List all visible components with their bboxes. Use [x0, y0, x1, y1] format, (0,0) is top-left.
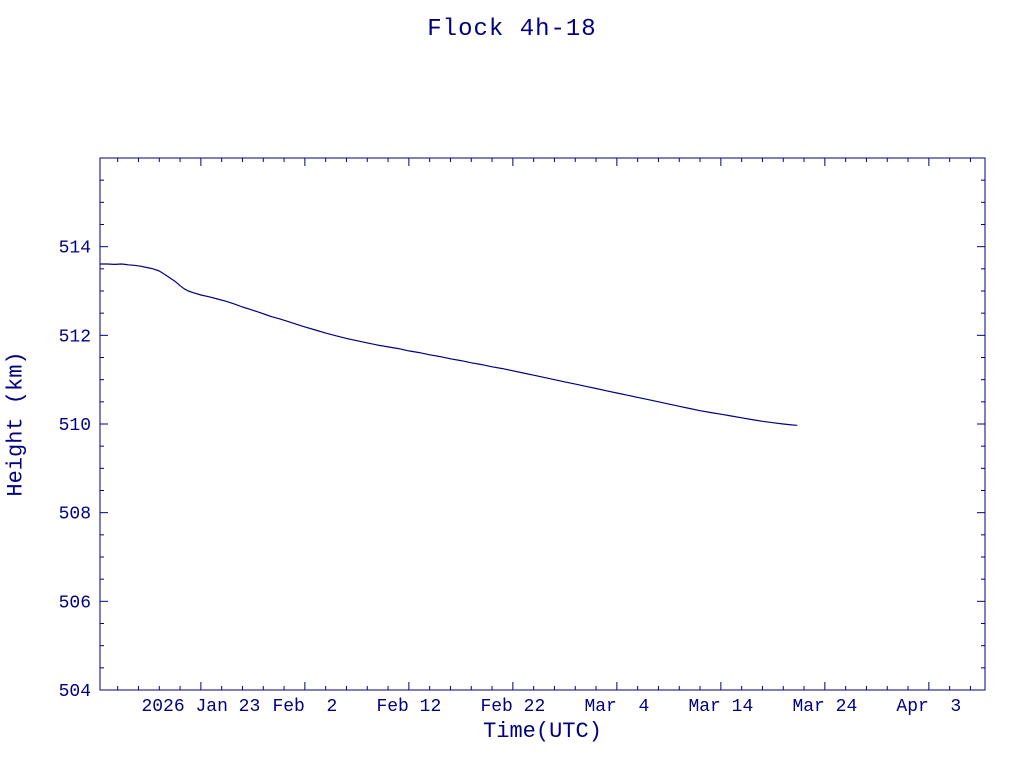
y-tick-label: 508 [59, 505, 91, 525]
y-tick-label: 514 [59, 239, 91, 259]
x-tick-label: Mar 14 [688, 697, 753, 717]
x-tick-label: Apr 3 [896, 697, 961, 717]
x-tick-label: Mar 24 [792, 697, 857, 717]
x-tick-label: 2026 Jan 23 [141, 697, 260, 717]
x-tick-label: Feb 12 [376, 697, 441, 717]
y-tick-label: 510 [59, 416, 91, 436]
y-tick-label: 512 [59, 327, 91, 347]
x-axis-label: Time(UTC) [483, 719, 602, 744]
chart-title: Flock 4h-18 [427, 16, 597, 43]
height-series-line [99, 263, 798, 426]
x-tick-label: Mar 4 [584, 697, 649, 717]
x-tick-label: Feb 22 [480, 697, 545, 717]
x-tick-label: Feb 2 [272, 697, 337, 717]
y-tick-label: 504 [59, 682, 91, 702]
y-tick-label: 506 [59, 593, 91, 613]
plot-frame [99, 157, 986, 691]
